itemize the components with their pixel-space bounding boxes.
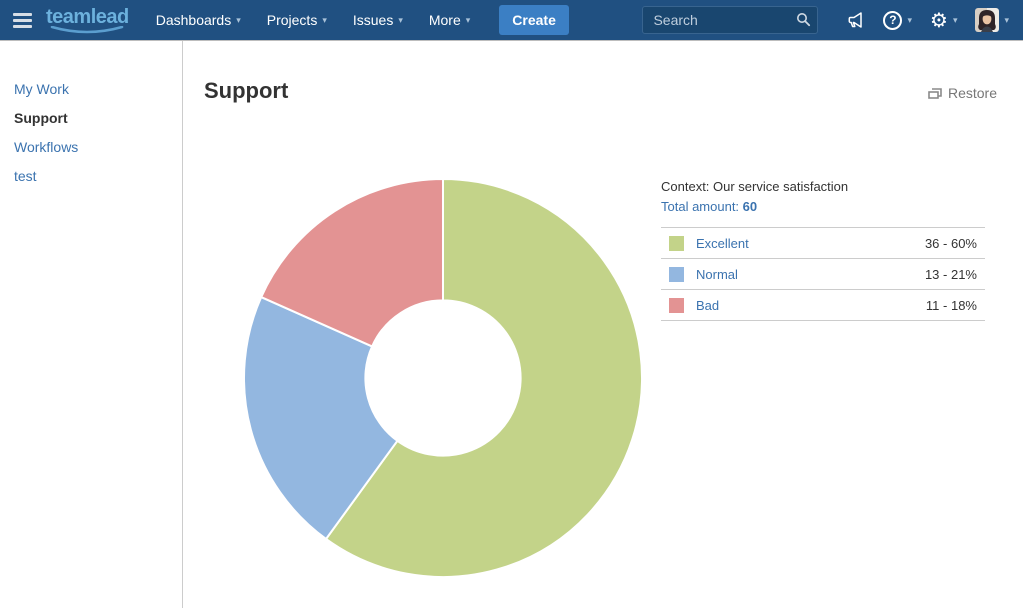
sidebar-item-test[interactable]: test — [14, 168, 37, 184]
top-navbar: teamlead Dashboards ▾ Projects ▾ Issues ▾ More… — [0, 0, 1023, 41]
nav-menu-issues[interactable]: Issues ▾ — [340, 0, 416, 40]
chevron-down-icon: ▾ — [465, 14, 471, 25]
gear-icon: ⚙ — [930, 8, 948, 32]
chevron-down-icon: ▾ — [236, 14, 241, 25]
nav-menu-label: Dashboards — [155, 12, 232, 28]
chevron-down-icon: ▾ — [907, 14, 912, 25]
logo-swoosh-icon — [51, 25, 124, 33]
sidebar-item-support[interactable]: Support — [14, 110, 68, 126]
page-title: Support — [204, 78, 289, 103]
legend-swatch — [669, 235, 684, 251]
restore-button[interactable]: Restore — [927, 85, 997, 101]
legend-row-normal: Normal 13 - 21% — [661, 259, 985, 290]
search-box — [642, 6, 819, 34]
legend-value: 36 - 60% — [924, 235, 977, 251]
chevron-down-icon: ▾ — [398, 14, 403, 25]
admin-settings-button[interactable]: ⚙ ▾ — [921, 0, 966, 40]
user-profile-button[interactable]: ▾ — [966, 0, 1023, 40]
app-logo-text: teamlead — [46, 5, 129, 28]
nav-menu-label: More — [428, 12, 461, 28]
chart-total-value: 60 — [742, 199, 758, 214]
legend-label[interactable]: Bad — [696, 297, 720, 313]
nav-menu-more[interactable]: More ▾ — [416, 0, 483, 40]
main-menu: Dashboards ▾ Projects ▾ Issues ▾ More ▾ — [143, 0, 484, 40]
legend-value: 11 - 18% — [925, 297, 977, 313]
megaphone-icon — [849, 12, 863, 28]
donut-slice-normal[interactable] — [243, 295, 399, 541]
search-input[interactable] — [642, 6, 819, 34]
restore-window-icon — [928, 88, 942, 99]
create-button[interactable]: Create — [499, 5, 569, 35]
legend-row-bad: Bad 11 - 18% — [661, 290, 985, 321]
restore-label: Restore — [947, 85, 997, 101]
search-icon — [797, 13, 811, 27]
legend-value: 13 - 21% — [924, 266, 977, 282]
chevron-down-icon: ▾ — [322, 14, 327, 25]
app-logo[interactable]: teamlead — [46, 7, 129, 34]
dashboard-content: Support Restore Context: Our service sat… — [184, 41, 1023, 608]
legend-row-excellent: Excellent 36 - 60% — [661, 228, 985, 259]
chart-context-label: Context: Our service satisfaction — [661, 179, 849, 194]
donut-slice-excellent[interactable] — [324, 177, 643, 578]
dashboards-sidebar: My Work Support Workflows test — [0, 41, 183, 608]
donut-slice-bad[interactable] — [259, 177, 444, 348]
nav-menu-label: Issues — [352, 12, 394, 28]
nav-menu-projects[interactable]: Projects ▾ — [254, 0, 340, 40]
legend-table: Excellent 36 - 60% Normal 13 - 21% Bad 11 - 1… — [661, 227, 985, 321]
avatar — [975, 8, 1000, 32]
nav-menu-dashboards[interactable]: Dashboards ▾ — [143, 0, 254, 40]
legend-swatch — [669, 297, 684, 313]
announcements-button[interactable] — [836, 0, 874, 40]
sidebar-item-my-work[interactable]: My Work — [14, 81, 69, 97]
sidebar-item-workflows[interactable]: Workflows — [14, 139, 79, 155]
chevron-down-icon: ▾ — [952, 14, 958, 25]
legend-label[interactable]: Excellent — [696, 235, 749, 251]
legend-label[interactable]: Normal — [696, 266, 738, 282]
help-menu-button[interactable]: ? ▾ — [874, 0, 921, 40]
help-question-icon: ? — [883, 10, 903, 30]
hamburger-menu-icon[interactable] — [0, 0, 44, 40]
donut-chart[interactable] — [242, 177, 644, 579]
chart-legend: Context: Our service satisfaction Total … — [661, 177, 985, 321]
nav-menu-label: Projects — [266, 12, 318, 28]
legend-swatch — [669, 266, 684, 282]
chevron-down-icon: ▾ — [1004, 14, 1009, 25]
chart-total-label: Total amount: 60 — [661, 199, 758, 214]
